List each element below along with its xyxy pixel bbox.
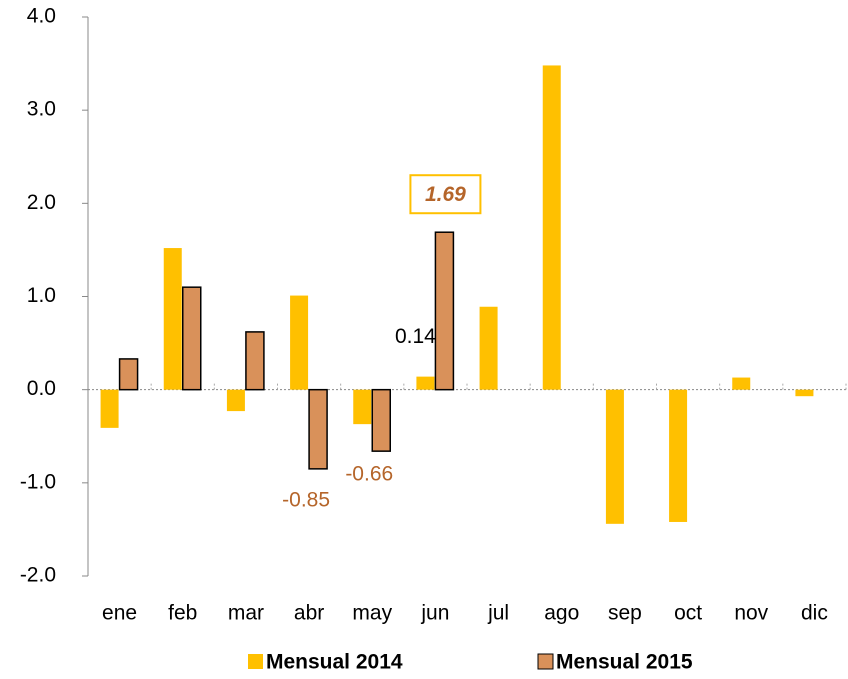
bar xyxy=(542,65,561,390)
x-tick-label: oct xyxy=(674,602,702,625)
x-tick-label: nov xyxy=(734,602,768,625)
bar xyxy=(182,286,202,391)
label-box xyxy=(409,174,482,215)
data-label: -0.66 xyxy=(345,463,393,486)
bar xyxy=(118,358,139,391)
bar xyxy=(371,388,391,452)
bar xyxy=(434,231,455,391)
legend-swatch xyxy=(248,654,263,669)
y-tick-label: -2.0 xyxy=(20,564,56,587)
data-label: 1.69 xyxy=(425,183,466,206)
x-tick-label: jun xyxy=(420,602,449,625)
x-tick-label: dic xyxy=(801,602,828,625)
bar xyxy=(795,389,814,397)
y-tick-label: 1.0 xyxy=(27,284,56,307)
bar xyxy=(353,389,372,425)
data-label: 0.14 xyxy=(395,325,436,348)
x-tick-label: ene xyxy=(102,602,137,625)
bar xyxy=(308,388,328,470)
x-tick-label: mar xyxy=(228,602,264,625)
y-tick-label: 0.0 xyxy=(27,377,56,400)
x-tick-label: jul xyxy=(487,602,509,625)
bar xyxy=(226,389,245,412)
bar xyxy=(245,331,265,391)
x-tick-label: may xyxy=(352,602,392,625)
x-tick-label: sep xyxy=(608,602,642,625)
bar xyxy=(479,306,498,390)
x-tick-label: abr xyxy=(294,602,324,625)
bar xyxy=(163,248,182,390)
bar xyxy=(100,389,119,428)
bar xyxy=(669,389,688,522)
y-tick-label: -1.0 xyxy=(20,470,56,493)
legend-label: Mensual 2015 xyxy=(556,651,693,674)
y-tick-label: 2.0 xyxy=(27,191,56,214)
legend-label: Mensual 2014 xyxy=(266,651,403,674)
bar xyxy=(416,376,435,390)
x-tick-label: feb xyxy=(168,602,197,625)
y-tick-label: 3.0 xyxy=(27,98,56,121)
bar xyxy=(732,377,751,390)
data-label: -0.85 xyxy=(282,488,330,511)
y-tick-label: 4.0 xyxy=(27,5,56,28)
bar xyxy=(290,295,309,390)
legend-swatch xyxy=(537,653,554,670)
bar xyxy=(605,389,624,524)
x-tick-label: ago xyxy=(544,602,579,625)
